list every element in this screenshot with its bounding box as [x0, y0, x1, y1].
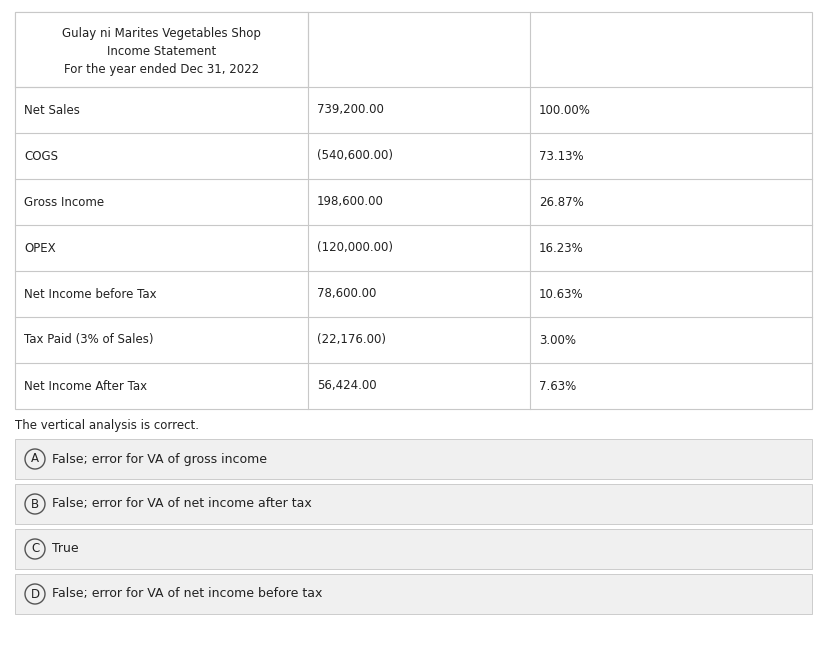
Text: 56,424.00: 56,424.00 — [317, 380, 376, 392]
Text: 10.63%: 10.63% — [539, 288, 584, 300]
Bar — [15, 484, 812, 524]
Text: The vertical analysis is correct.: The vertical analysis is correct. — [15, 419, 199, 432]
Text: Tax Paid (3% of Sales): Tax Paid (3% of Sales) — [24, 334, 154, 346]
Text: Net Income After Tax: Net Income After Tax — [24, 380, 147, 392]
Text: 739,200.00: 739,200.00 — [317, 104, 384, 116]
Text: 198,600.00: 198,600.00 — [317, 196, 384, 208]
Bar — [15, 12, 812, 409]
Text: A: A — [31, 453, 39, 466]
Text: (540,600.00): (540,600.00) — [317, 150, 393, 162]
Text: 3.00%: 3.00% — [539, 334, 576, 346]
Text: (22,176.00): (22,176.00) — [317, 334, 386, 346]
Text: C: C — [31, 543, 39, 556]
Text: 26.87%: 26.87% — [539, 196, 584, 208]
Bar — [15, 529, 812, 569]
Circle shape — [25, 449, 45, 469]
Text: 100.00%: 100.00% — [539, 104, 590, 116]
Text: D: D — [31, 587, 40, 600]
Text: 73.13%: 73.13% — [539, 150, 584, 162]
Text: Gulay ni Marites Vegetables Shop: Gulay ni Marites Vegetables Shop — [62, 27, 261, 40]
Circle shape — [25, 539, 45, 559]
Circle shape — [25, 494, 45, 514]
Text: 16.23%: 16.23% — [539, 242, 584, 254]
Text: OPEX: OPEX — [24, 242, 55, 254]
Text: Net Income before Tax: Net Income before Tax — [24, 288, 156, 300]
Text: False; error for VA of net income after tax: False; error for VA of net income after … — [52, 497, 312, 510]
Bar — [15, 574, 812, 614]
Text: False; error for VA of net income before tax: False; error for VA of net income before… — [52, 587, 323, 600]
Text: False; error for VA of gross income: False; error for VA of gross income — [52, 453, 267, 466]
Text: Gross Income: Gross Income — [24, 196, 104, 208]
Bar — [15, 439, 812, 479]
Text: 7.63%: 7.63% — [539, 380, 576, 392]
Text: B: B — [31, 497, 39, 510]
Text: COGS: COGS — [24, 150, 58, 162]
Text: (120,000.00): (120,000.00) — [317, 242, 393, 254]
Bar — [15, 12, 308, 87]
Text: For the year ended Dec 31, 2022: For the year ended Dec 31, 2022 — [64, 63, 259, 76]
Text: 78,600.00: 78,600.00 — [317, 288, 376, 300]
Text: Net Sales: Net Sales — [24, 104, 80, 116]
Text: Income Statement: Income Statement — [107, 45, 216, 58]
Circle shape — [25, 584, 45, 604]
Text: True: True — [52, 543, 79, 556]
